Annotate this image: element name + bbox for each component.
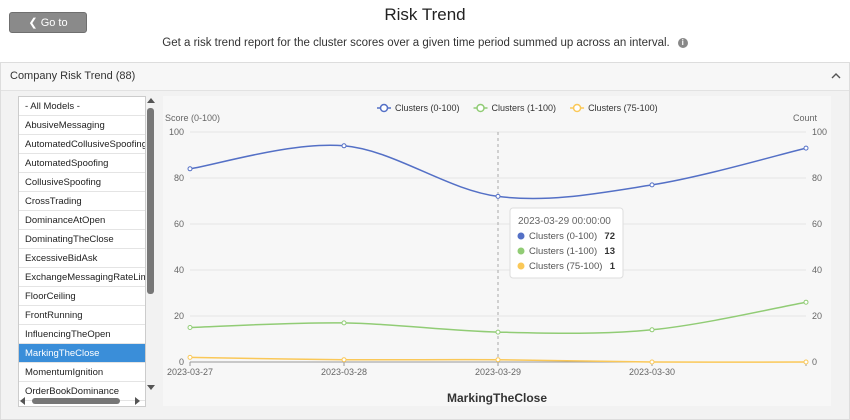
chart-title: MarkingTheClose [447,391,547,405]
model-item[interactable]: CollusiveSpoofing [19,173,145,192]
model-item[interactable]: CrossTrading [19,192,145,211]
horizontal-scrollbar[interactable] [18,395,148,407]
tooltip-series: Clusters (75-100) [529,261,602,272]
subtitle-text: Get a risk trend report for the cluster … [162,37,670,49]
data-point [187,325,193,330]
legend-label: Clusters (1-100) [492,103,557,113]
data-point [495,329,501,335]
model-item[interactable]: InfluencingTheOpen [19,325,145,344]
model-item[interactable]: - All Models - [19,97,145,116]
tooltip-dot [517,247,525,255]
model-item[interactable]: DominanceAtOpen [19,211,145,230]
collapse-icon[interactable] [831,71,841,81]
tooltip: 2023-03-29 00:00:00 Clusters (0-100) 72 Clu… [509,207,624,279]
x-tick-label: 2023-03-28 [321,367,367,377]
page-subtitle: Get a risk trend report for the cluster … [0,37,850,49]
data-point [803,299,809,305]
y-axis-title: Score (0-100) [165,113,220,123]
tooltip-value: 1 [610,261,616,272]
tooltip-series: Clusters (1-100) [529,246,597,257]
tooltip-title: 2023-03-29 00:00:00 [518,216,611,227]
page-title: Risk Trend [384,5,466,24]
panel-header[interactable]: Company Risk Trend (88) [1,63,849,91]
x-tick-label: 2023-03-29 [475,367,521,377]
y-tick-label: 40 [174,265,184,275]
data-point [649,182,655,188]
y-tick-label: 60 [174,219,184,229]
tooltip-dot [517,232,525,240]
legend-marker [572,103,582,113]
model-item[interactable]: AutomatedCollusiveSpoofing [19,135,145,154]
tooltip-value: 72 [604,231,615,242]
y2-tick-label: 60 [812,219,822,229]
tooltip-box [509,207,624,279]
info-icon[interactable]: i [677,37,688,48]
model-list: - All Models - AbusiveMessaging AutomatedC… [18,96,146,407]
data-point [341,357,347,363]
tooltip-series: Clusters (0-100) [529,231,597,242]
chart: Score (0-100) Count 0 20 40 60 80 100 0 20 40 60 80 1… [163,96,831,406]
model-item[interactable]: AutomatedSpoofing [19,154,145,173]
chart-background [163,96,831,406]
model-item[interactable]: MarkingTheClose [19,344,145,363]
y-tick-label: 20 [174,311,184,321]
data-point [187,166,193,172]
tooltip-value: 13 [604,246,615,257]
data-point [803,145,809,151]
model-item[interactable]: FrontRunning [19,306,145,325]
y-tick-label: 0 [179,357,184,367]
data-point [495,357,501,363]
legend-label: Clusters (0-100) [395,103,460,113]
data-point [187,354,193,360]
model-item[interactable]: ExcessiveBidAsk [19,249,145,268]
data-point [803,359,809,365]
panel-title: Company Risk Trend (88) [10,70,136,82]
y2-tick-label: 20 [812,311,822,321]
y2-axis-title: Count [793,113,818,123]
model-item[interactable]: ExchangeMessagingRateLimit [19,268,145,287]
vertical-scrollbar[interactable] [145,96,157,407]
y2-tick-label: 100 [812,127,827,137]
legend-marker [379,103,389,113]
x-tick-label: 2023-03-30 [629,367,675,377]
tooltip-dot [517,262,525,270]
y-tick-label: 100 [169,127,184,137]
legend-label: Clusters (75-100) [588,103,658,113]
data-point [341,143,347,149]
data-point [495,193,501,199]
y2-tick-label: 80 [812,173,822,183]
model-item[interactable]: AbusiveMessaging [19,116,145,135]
data-point [649,327,655,333]
y-tick-label: 80 [174,173,184,183]
model-item[interactable]: FloorCeiling [19,287,145,306]
legend-marker [476,103,485,113]
x-tick-label: 2023-03-27 [167,367,213,377]
y2-tick-label: 40 [812,265,822,275]
data-point [649,359,655,365]
back-label[interactable]: Go to Reports [28,17,68,50]
data-point [341,320,347,326]
y2-tick-label: 0 [812,357,817,367]
model-item[interactable]: DominatingTheClose [19,230,145,249]
model-item[interactable]: MomentumIgnition [19,363,145,382]
back-button[interactable]: ❮ Go to Reports [9,12,87,50]
